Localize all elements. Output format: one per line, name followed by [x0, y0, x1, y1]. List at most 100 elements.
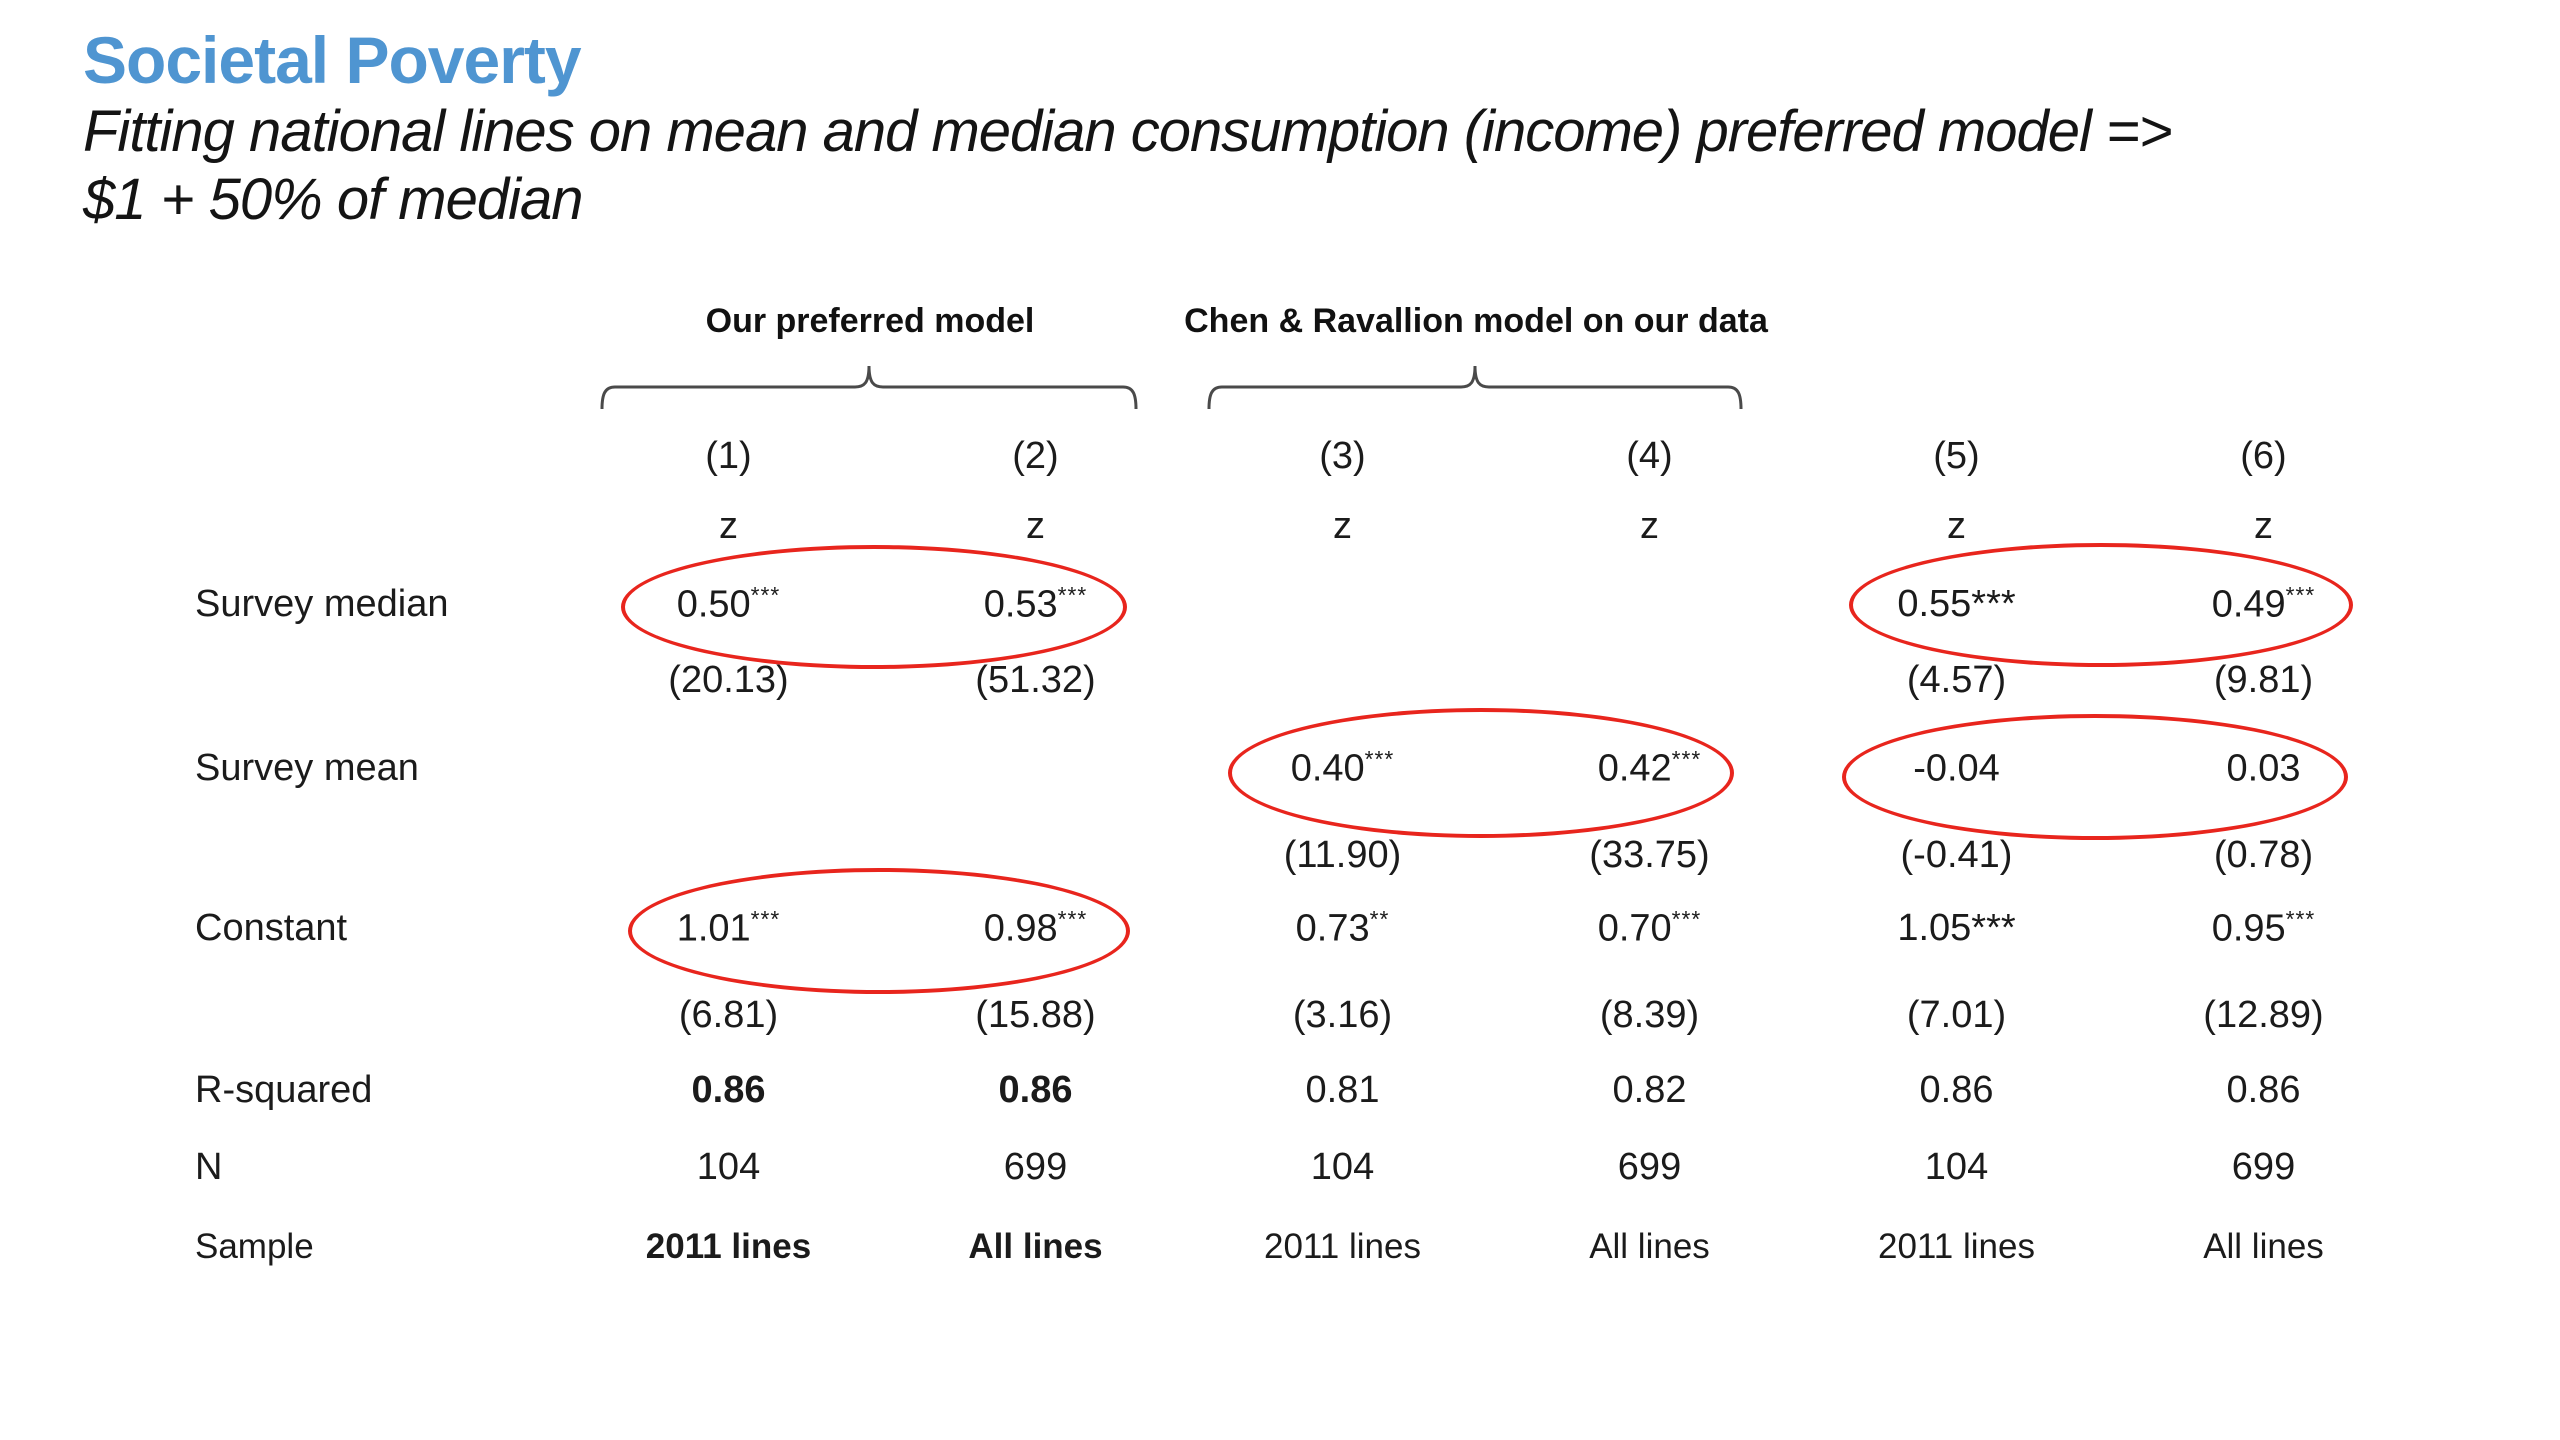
slide-title: Societal Poverty — [83, 23, 582, 97]
group-header-chen-ravallion-model: Chen & Ravallion model on our data — [1184, 302, 1768, 340]
coef-value: 0.03 — [2226, 747, 2301, 790]
tstat-cell: (15.88) — [975, 993, 1096, 1036]
tstat-cell: (33.75) — [1589, 833, 1710, 876]
coef-value: 0.53 — [983, 583, 1058, 626]
stat-cell: 2011 lines — [645, 1227, 812, 1266]
stat-cell: 104 — [1310, 1145, 1375, 1188]
row-label-constant: Constant — [195, 906, 348, 949]
tstat-cell: (4.57) — [1906, 658, 2007, 701]
coef-cell: 0.42*** — [1496, 746, 1803, 791]
coef-cell: 1.01*** — [575, 906, 882, 951]
dep-var-1: z — [719, 504, 738, 547]
dep-var-5: z — [1947, 504, 1966, 547]
stat-cell: 104 — [1924, 1145, 1989, 1188]
stat-cell: 699 — [2231, 1145, 2296, 1188]
significance-stars: *** — [2285, 581, 2316, 608]
table-row-constant: Constant 1.01*** 0.98*** 0.73** 0.70*** … — [170, 900, 2417, 956]
coef-cell: 0.40*** — [1189, 746, 1496, 791]
stat-cell: 0.86 — [2226, 1068, 2301, 1111]
significance-stars: ** — [1369, 905, 1390, 932]
significance-stars: *** — [1057, 581, 1088, 608]
coef-value: 0.55 — [1897, 582, 1972, 625]
brace-chen-ravallion-model — [1207, 365, 1743, 410]
tstat-cell: (6.81) — [678, 993, 779, 1036]
significance-stars: *** — [1971, 582, 2016, 625]
coef-value: 1.05 — [1897, 906, 1972, 949]
table-row-constant-tstats: (6.81) (15.88) (3.16) (8.39) (7.01) (12.… — [170, 987, 2417, 1043]
stat-cell: 699 — [1003, 1145, 1068, 1188]
table-row-survey-mean: Survey mean 0.40*** 0.42*** -0.04 0.03 — [170, 740, 2417, 796]
stat-cell: All lines — [968, 1227, 1103, 1266]
coef-cell: 0.53*** — [882, 582, 1189, 627]
coef-cell: 0.50*** — [575, 582, 882, 627]
stat-cell: 104 — [696, 1145, 761, 1188]
tstat-cell: (11.90) — [1283, 833, 1402, 876]
significance-stars: *** — [2285, 905, 2316, 932]
coef-value: 0.42 — [1597, 747, 1672, 790]
dep-var-2: z — [1026, 504, 1045, 547]
column-number-3: (3) — [1319, 434, 1366, 477]
table-row-survey-mean-tstats: (11.90) (33.75) (-0.41) (0.78) — [170, 827, 2417, 883]
significance-stars: *** — [1671, 745, 1702, 772]
stat-cell: 0.81 — [1305, 1068, 1380, 1111]
dep-var-3: z — [1333, 504, 1352, 547]
row-label-r-squared: R-squared — [195, 1068, 373, 1111]
tstat-cell: (8.39) — [1599, 993, 1700, 1036]
coef-cell: 0.95*** — [2110, 906, 2417, 951]
table-row-n: N 104 699 104 699 104 699 — [170, 1139, 2417, 1195]
row-label-survey-mean: Survey mean — [195, 746, 419, 789]
coef-cell: 0.73** — [1189, 906, 1496, 951]
subtitle-line-2: $1 + 50% of median — [83, 167, 584, 232]
table-row-sample: Sample 2011 lines All lines 2011 lines A… — [170, 1219, 2417, 1275]
column-number-6: (6) — [2240, 434, 2287, 477]
tstat-cell: (7.01) — [1906, 993, 2007, 1036]
coef-value: 1.01 — [676, 907, 751, 950]
dep-var-6: z — [2254, 504, 2273, 547]
subtitle-line-1: Fitting national lines on mean and media… — [83, 99, 2173, 164]
coef-cell: 0.49*** — [2110, 582, 2417, 627]
tstat-cell: (3.16) — [1292, 993, 1393, 1036]
table-row-survey-median-tstats: (20.13) (51.32) (4.57) (9.81) — [170, 652, 2417, 708]
significance-stars: *** — [750, 905, 781, 932]
column-number-1: (1) — [705, 434, 752, 477]
coef-value: 0.70 — [1597, 907, 1672, 950]
coef-cell: 1.05*** — [1803, 907, 2110, 950]
significance-stars: *** — [1364, 745, 1395, 772]
tstat-cell: (51.32) — [975, 658, 1096, 701]
stat-cell: 0.82 — [1612, 1068, 1687, 1111]
significance-stars: *** — [1671, 905, 1702, 932]
stat-cell: 2011 lines — [1878, 1227, 2035, 1266]
coef-cell: 0.98*** — [882, 906, 1189, 951]
tstat-cell: (0.78) — [2213, 833, 2314, 876]
coef-value: 0.40 — [1290, 747, 1365, 790]
dep-var-row: z z z z z z — [170, 498, 2417, 554]
stat-cell: 0.86 — [998, 1068, 1073, 1111]
coef-cell: -0.04 — [1803, 746, 2110, 791]
slide-subtitle: Fitting national lines on mean and media… — [83, 98, 2173, 234]
brace-our-preferred-model — [600, 365, 1138, 410]
column-number-row: (1) (2) (3) (4) (5) (6) — [170, 428, 2417, 484]
stat-cell: 0.86 — [1919, 1068, 1994, 1111]
significance-stars: *** — [1057, 905, 1088, 932]
tstat-cell: (12.89) — [2203, 993, 2324, 1036]
column-number-5: (5) — [1933, 434, 1980, 477]
row-label-n: N — [195, 1145, 223, 1188]
significance-stars: *** — [750, 581, 781, 608]
stat-cell: 699 — [1617, 1145, 1682, 1188]
tstat-cell: (9.81) — [2213, 658, 2314, 701]
coef-cell: 0.03 — [2110, 746, 2417, 791]
stat-cell: 0.86 — [691, 1068, 766, 1111]
coef-cell: 0.55*** — [1803, 583, 2110, 626]
coef-value: 0.98 — [983, 907, 1058, 950]
coef-value: 0.50 — [676, 583, 751, 626]
table-row-survey-median: Survey median 0.50*** 0.53*** 0.55*** 0.… — [170, 576, 2417, 632]
coef-value: 0.49 — [2211, 583, 2286, 626]
dep-var-4: z — [1640, 504, 1659, 547]
coef-value: -0.04 — [1913, 747, 2000, 790]
coef-value: 0.95 — [2211, 907, 2286, 950]
column-number-2: (2) — [1012, 434, 1059, 477]
table-row-r-squared: R-squared 0.86 0.86 0.81 0.82 0.86 0.86 — [170, 1062, 2417, 1118]
stat-cell: All lines — [2203, 1227, 2324, 1266]
group-header-our-preferred-model: Our preferred model — [705, 302, 1035, 340]
column-number-4: (4) — [1626, 434, 1673, 477]
